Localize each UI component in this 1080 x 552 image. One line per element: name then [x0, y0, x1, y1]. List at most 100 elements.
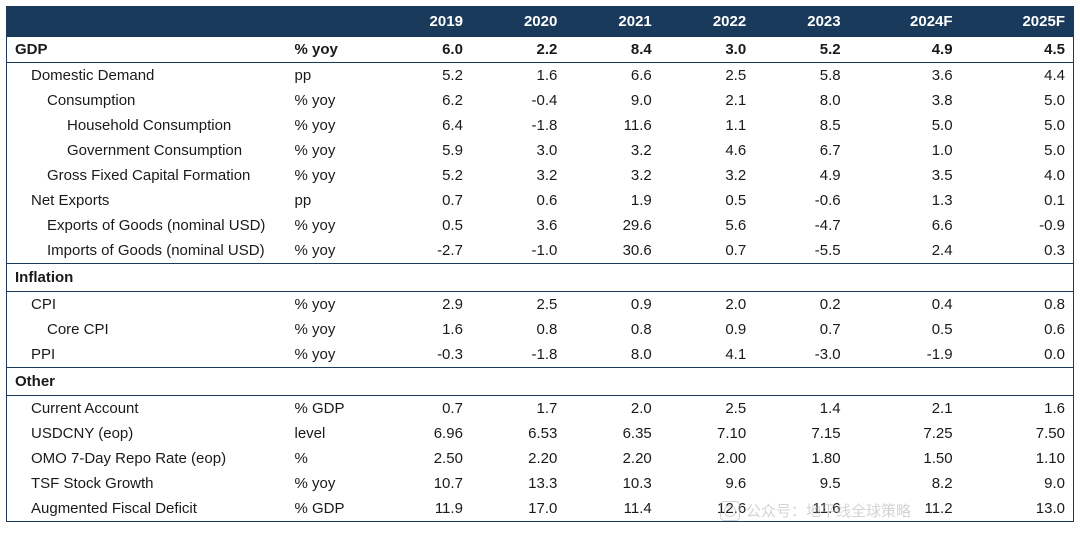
row-label: Inflation: [7, 264, 287, 292]
row-value: 1.6: [377, 317, 471, 342]
row-value: 11.4: [565, 496, 659, 522]
row-label: Consumption: [7, 88, 287, 113]
row-value: 8.4: [565, 37, 659, 63]
row-value: 6.35: [565, 421, 659, 446]
row-value: 2.5: [660, 63, 754, 89]
row-value: 11.9: [377, 496, 471, 522]
row-unit: pp: [287, 188, 377, 213]
row-value: 2.2: [471, 37, 565, 63]
row-unit: % yoy: [287, 138, 377, 163]
row-value: 5.2: [377, 63, 471, 89]
row-label: CPI: [7, 292, 287, 318]
row-value: 4.0: [961, 163, 1074, 188]
row-value: -0.6: [754, 188, 848, 213]
row-value: 1.80: [754, 446, 848, 471]
row-value: 0.5: [660, 188, 754, 213]
row-value: 30.6: [565, 238, 659, 264]
row-value: [754, 264, 848, 292]
row-value: 0.9: [565, 292, 659, 318]
row-value: 3.0: [471, 138, 565, 163]
row-value: 0.0: [961, 342, 1074, 368]
row-value: [660, 264, 754, 292]
row-value: 0.8: [471, 317, 565, 342]
row-value: 8.0: [754, 88, 848, 113]
table-row: TSF Stock Growth% yoy10.713.310.39.69.58…: [7, 471, 1074, 496]
row-value: 2.1: [849, 396, 961, 422]
row-unit: [287, 368, 377, 396]
row-value: 6.53: [471, 421, 565, 446]
row-value: -1.8: [471, 342, 565, 368]
row-value: 7.15: [754, 421, 848, 446]
row-value: 5.0: [849, 113, 961, 138]
row-value: 3.8: [849, 88, 961, 113]
row-value: 8.5: [754, 113, 848, 138]
row-label: Augmented Fiscal Deficit: [7, 496, 287, 522]
row-unit: % yoy: [287, 88, 377, 113]
row-value: 7.50: [961, 421, 1074, 446]
row-value: 7.25: [849, 421, 961, 446]
row-value: [565, 264, 659, 292]
table-row: CPI% yoy2.92.50.92.00.20.40.8: [7, 292, 1074, 318]
col-header-2021: 2021: [565, 7, 659, 37]
row-unit: %: [287, 446, 377, 471]
col-header-unit: [287, 7, 377, 37]
row-value: 9.6: [660, 471, 754, 496]
row-value: 5.9: [377, 138, 471, 163]
table-section-header: Other: [7, 368, 1074, 396]
row-value: 11.6: [754, 496, 848, 522]
row-value: 1.50: [849, 446, 961, 471]
row-value: [849, 368, 961, 396]
row-value: 4.6: [660, 138, 754, 163]
row-value: [754, 368, 848, 396]
row-unit: % yoy: [287, 213, 377, 238]
row-value: -1.0: [471, 238, 565, 264]
row-label: Domestic Demand: [7, 63, 287, 89]
row-value: 13.3: [471, 471, 565, 496]
row-value: 0.5: [849, 317, 961, 342]
row-label: Current Account: [7, 396, 287, 422]
row-value: 2.0: [565, 396, 659, 422]
row-value: 0.1: [961, 188, 1074, 213]
row-value: 5.2: [754, 37, 848, 63]
row-value: 0.7: [660, 238, 754, 264]
row-value: 6.0: [377, 37, 471, 63]
table-row: Imports of Goods (nominal USD)% yoy-2.7-…: [7, 238, 1074, 264]
row-label: GDP: [7, 37, 287, 63]
row-value: 2.20: [565, 446, 659, 471]
row-value: 5.2: [377, 163, 471, 188]
table-section-header: GDP% yoy6.02.28.43.05.24.94.5: [7, 37, 1074, 63]
table-row: Gross Fixed Capital Formation% yoy5.23.2…: [7, 163, 1074, 188]
row-value: -5.5: [754, 238, 848, 264]
row-value: 3.2: [660, 163, 754, 188]
row-value: [849, 264, 961, 292]
row-unit: % yoy: [287, 471, 377, 496]
row-value: 4.9: [849, 37, 961, 63]
row-value: 7.10: [660, 421, 754, 446]
row-value: -4.7: [754, 213, 848, 238]
row-value: [471, 368, 565, 396]
table-row: OMO 7-Day Repo Rate (eop)%2.502.202.202.…: [7, 446, 1074, 471]
table-row: Current Account% GDP0.71.72.02.51.42.11.…: [7, 396, 1074, 422]
row-value: -0.3: [377, 342, 471, 368]
table-row: Core CPI% yoy1.60.80.80.90.70.50.6: [7, 317, 1074, 342]
col-header-2022: 2022: [660, 7, 754, 37]
table-row: Household Consumption% yoy6.4-1.811.61.1…: [7, 113, 1074, 138]
row-value: 6.96: [377, 421, 471, 446]
row-unit: [287, 264, 377, 292]
col-header-2023: 2023: [754, 7, 848, 37]
table-row: Domestic Demandpp5.21.66.62.55.83.64.4: [7, 63, 1074, 89]
row-value: 0.9: [660, 317, 754, 342]
table-row: USDCNY (eop)level6.966.536.357.107.157.2…: [7, 421, 1074, 446]
row-value: 2.1: [660, 88, 754, 113]
row-value: 11.6: [565, 113, 659, 138]
row-unit: % yoy: [287, 113, 377, 138]
row-value: [565, 368, 659, 396]
row-label: Core CPI: [7, 317, 287, 342]
row-value: 1.4: [754, 396, 848, 422]
row-value: -0.4: [471, 88, 565, 113]
row-value: 1.9: [565, 188, 659, 213]
row-value: 13.0: [961, 496, 1074, 522]
row-label: PPI: [7, 342, 287, 368]
row-value: 1.10: [961, 446, 1074, 471]
row-value: [377, 368, 471, 396]
